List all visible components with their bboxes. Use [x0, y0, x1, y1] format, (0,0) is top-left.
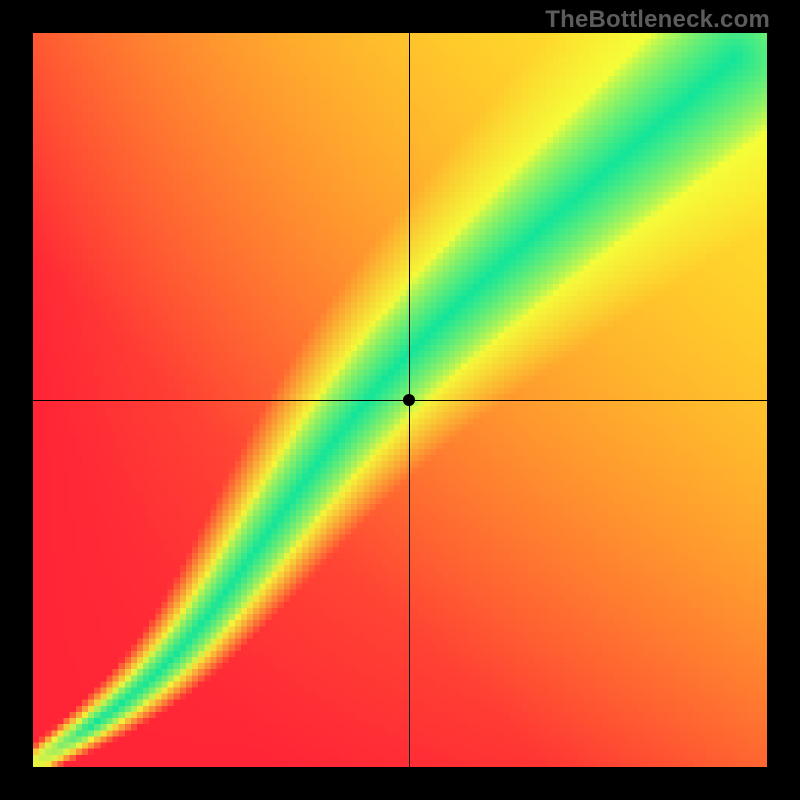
crosshair-horizontal	[33, 400, 767, 401]
marker-point	[403, 394, 415, 406]
watermark-text: TheBottleneck.com	[545, 6, 770, 34]
heatmap-plot	[33, 33, 767, 767]
